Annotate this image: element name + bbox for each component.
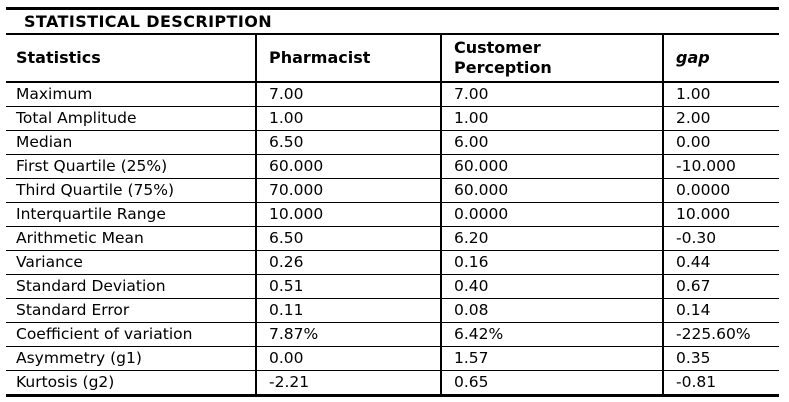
statistic-value-gap: 0.14 <box>661 298 780 323</box>
statistic-value-customer-perception: 0.40 <box>440 274 663 299</box>
table-row: Arithmetic Mean 6.50 6.20 -0.30 <box>6 226 780 251</box>
statistic-value-pharmacist: 0.26 <box>255 250 441 275</box>
statistic-value-gap: -0.30 <box>661 226 780 251</box>
statistic-label: Standard Deviation <box>6 274 256 299</box>
statistic-value-customer-perception: 6.42% <box>440 322 663 347</box>
statistic-value-pharmacist: 1.00 <box>255 106 441 131</box>
table-row: Interquartile Range 10.000 0.0000 10.000 <box>6 202 780 227</box>
statistical-description-table: STATISTICAL DESCRIPTION Statistics Pharm… <box>6 7 780 397</box>
statistic-value-gap: 10.000 <box>661 202 780 227</box>
statistic-value-pharmacist: 7.00 <box>255 81 441 107</box>
table-row: Standard Error 0.11 0.08 0.14 <box>6 298 780 323</box>
statistic-label: Coefficient of variation <box>6 322 256 347</box>
table-row: Variance 0.26 0.16 0.44 <box>6 250 780 275</box>
statistic-value-customer-perception: 60.000 <box>440 154 663 179</box>
statistic-value-customer-perception: 0.65 <box>440 370 663 396</box>
column-header-statistics: Statistics <box>6 34 256 83</box>
table-row: Maximum 7.00 7.00 1.00 <box>6 81 780 107</box>
statistic-label: Arithmetic Mean <box>6 226 256 251</box>
statistic-value-gap: 1.00 <box>661 81 780 107</box>
statistic-value-pharmacist: 0.51 <box>255 274 441 299</box>
statistic-value-pharmacist: 70.000 <box>255 178 441 203</box>
table-row: Median 6.50 6.00 0.00 <box>6 130 780 155</box>
statistic-value-gap: 0.0000 <box>661 178 780 203</box>
statistic-label: Total Amplitude <box>6 106 256 131</box>
table-title-row: STATISTICAL DESCRIPTION <box>6 8 780 35</box>
table-title: STATISTICAL DESCRIPTION <box>6 8 780 35</box>
statistic-label: Variance <box>6 250 256 275</box>
statistic-value-pharmacist: -2.21 <box>255 370 441 396</box>
table-row: First Quartile (25%) 60.000 60.000 -10.000 <box>6 154 780 179</box>
statistic-label: Standard Error <box>6 298 256 323</box>
statistic-value-customer-perception: 7.00 <box>440 81 663 107</box>
column-header-customer-perception: Customer Perception <box>440 34 663 83</box>
statistic-value-customer-perception: 0.0000 <box>440 202 663 227</box>
statistic-label: First Quartile (25%) <box>6 154 256 179</box>
statistic-label: Kurtosis (g2) <box>6 370 256 396</box>
table-row: Kurtosis (g2) -2.21 0.65 -0.81 <box>6 370 780 396</box>
statistic-value-gap: 0.35 <box>661 346 780 371</box>
statistic-label: Interquartile Range <box>6 202 256 227</box>
statistic-value-gap: -10.000 <box>661 154 780 179</box>
statistic-value-gap: 0.67 <box>661 274 780 299</box>
column-header-gap: gap <box>661 34 780 83</box>
statistic-label: Maximum <box>6 81 256 107</box>
statistic-value-pharmacist: 6.50 <box>255 130 441 155</box>
statistic-value-pharmacist: 6.50 <box>255 226 441 251</box>
statistic-value-customer-perception: 1.00 <box>440 106 663 131</box>
statistic-value-gap: 0.44 <box>661 250 780 275</box>
statistic-label: Third Quartile (75%) <box>6 178 256 203</box>
statistic-value-customer-perception: 60.000 <box>440 178 663 203</box>
table-header-row: Statistics Pharmacist Customer Perceptio… <box>6 34 780 83</box>
statistic-value-customer-perception: 0.08 <box>440 298 663 323</box>
statistic-value-gap: -0.81 <box>661 370 780 396</box>
statistic-value-pharmacist: 7.87% <box>255 322 441 347</box>
statistic-value-gap: 0.00 <box>661 130 780 155</box>
table-row: Total Amplitude 1.00 1.00 2.00 <box>6 106 780 131</box>
table-row: Coefficient of variation 7.87% 6.42% -225.6… <box>6 322 780 347</box>
statistic-value-pharmacist: 60.000 <box>255 154 441 179</box>
table-row: Standard Deviation 0.51 0.40 0.67 <box>6 274 780 299</box>
statistic-label: Median <box>6 130 256 155</box>
statistic-value-customer-perception: 1.57 <box>440 346 663 371</box>
statistic-value-gap: 2.00 <box>661 106 780 131</box>
table-head: STATISTICAL DESCRIPTION Statistics Pharm… <box>6 8 780 83</box>
column-header-pharmacist: Pharmacist <box>255 34 441 83</box>
table-row: Third Quartile (75%) 70.000 60.000 0.0000 <box>6 178 780 203</box>
statistic-value-pharmacist: 10.000 <box>255 202 441 227</box>
table-row: Asymmetry (g1) 0.00 1.57 0.35 <box>6 346 780 371</box>
statistic-value-gap: -225.60% <box>661 322 780 347</box>
statistic-value-customer-perception: 6.00 <box>440 130 663 155</box>
statistic-value-pharmacist: 0.11 <box>255 298 441 323</box>
table-body: Maximum 7.00 7.00 1.00 Total Amplitude 1.00 1.… <box>6 81 780 396</box>
statistic-value-pharmacist: 0.00 <box>255 346 441 371</box>
statistic-value-customer-perception: 6.20 <box>440 226 663 251</box>
statistic-value-customer-perception: 0.16 <box>440 250 663 275</box>
statistic-label: Asymmetry (g1) <box>6 346 256 371</box>
